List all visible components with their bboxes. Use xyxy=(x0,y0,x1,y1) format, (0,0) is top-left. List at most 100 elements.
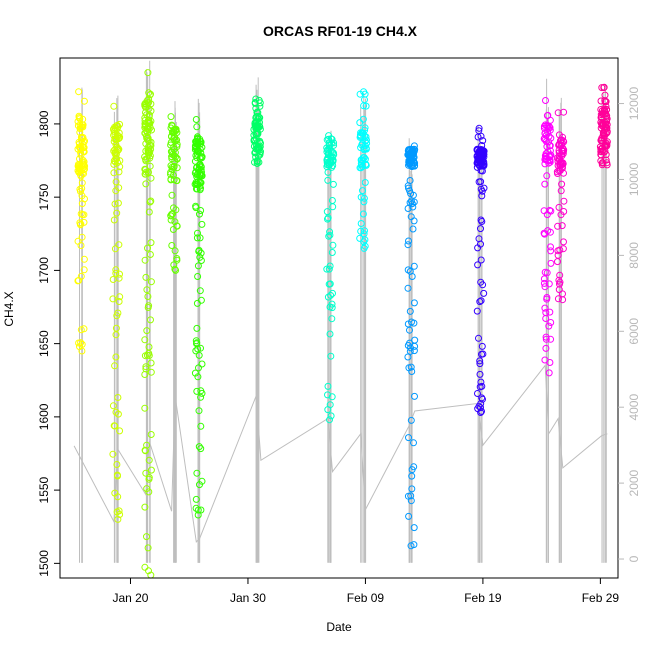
data-point xyxy=(598,110,606,117)
data-point xyxy=(146,141,154,149)
data-point xyxy=(329,156,337,164)
data-point xyxy=(328,304,336,312)
data-point xyxy=(359,210,367,218)
data-point xyxy=(360,154,368,162)
data-point xyxy=(193,171,201,179)
x-tick-label: Jan 30 xyxy=(230,591,266,605)
data-point xyxy=(80,97,88,105)
data-point xyxy=(194,506,202,514)
data-point xyxy=(192,337,200,345)
data-point xyxy=(193,123,201,131)
data-point xyxy=(362,102,370,110)
data-point xyxy=(560,238,567,246)
data-point xyxy=(114,493,122,501)
data-point xyxy=(328,249,336,256)
data-point xyxy=(356,133,364,141)
data-point xyxy=(76,185,84,193)
plot-frame xyxy=(59,57,619,579)
data-point xyxy=(360,238,368,246)
data-point xyxy=(147,278,155,286)
data-point xyxy=(253,108,261,116)
data-point xyxy=(410,145,418,153)
data-point xyxy=(559,290,566,298)
data-point xyxy=(114,394,122,401)
data-point xyxy=(327,412,335,420)
data-point xyxy=(475,124,483,132)
data-point xyxy=(196,186,204,194)
data-point xyxy=(193,299,201,307)
y-tick-label: 1800 xyxy=(37,110,51,137)
data-point xyxy=(80,255,88,263)
data-point xyxy=(478,342,486,350)
x-tick-label: Feb 19 xyxy=(464,591,502,605)
data-point xyxy=(411,392,418,400)
plot-area: 1500 1550 1600 1650 1700 1750 1800 0 2000 4000 600… xyxy=(37,57,641,605)
data-point xyxy=(172,136,180,144)
data-point xyxy=(601,147,609,155)
data-point xyxy=(79,144,87,152)
data-point xyxy=(599,139,607,147)
data-point xyxy=(167,113,175,121)
data-point xyxy=(196,253,204,261)
data-point xyxy=(323,144,331,152)
data-point xyxy=(112,187,120,195)
data-point xyxy=(143,351,151,359)
data-point xyxy=(405,434,412,442)
data-point xyxy=(327,291,335,299)
data-point xyxy=(547,335,555,343)
data-point xyxy=(194,134,202,142)
data-point xyxy=(196,210,203,218)
data-point xyxy=(115,145,123,153)
data-point xyxy=(601,91,609,99)
data-point xyxy=(478,192,486,200)
y-axis-label: CH4.X xyxy=(2,291,16,326)
data-point xyxy=(112,331,120,339)
data-point xyxy=(144,69,152,77)
data-point xyxy=(113,209,121,217)
data-point xyxy=(407,416,415,424)
data-point xyxy=(171,149,179,156)
data-point xyxy=(404,342,412,349)
data-point xyxy=(192,202,200,210)
data-point xyxy=(477,185,485,193)
data-point xyxy=(143,327,151,335)
data-point xyxy=(75,88,83,96)
data-point xyxy=(256,99,264,107)
data-point xyxy=(197,179,205,187)
data-point xyxy=(191,157,199,165)
data-point xyxy=(541,180,549,188)
data-point xyxy=(194,148,202,156)
data-point xyxy=(78,200,86,208)
data-point xyxy=(256,137,264,145)
data-point xyxy=(554,251,562,259)
data-point xyxy=(142,365,150,373)
data-point xyxy=(109,295,117,303)
data-point xyxy=(404,266,412,274)
data-point xyxy=(603,159,611,167)
data-point xyxy=(546,158,554,166)
data-point xyxy=(544,148,552,156)
data-point xyxy=(191,169,199,177)
data-point xyxy=(197,162,205,170)
data-point xyxy=(597,97,605,105)
data-point xyxy=(170,162,178,170)
data-point xyxy=(77,339,85,347)
data-point xyxy=(361,124,369,132)
data-point xyxy=(145,475,153,483)
data-point xyxy=(193,469,201,477)
data-point xyxy=(141,102,149,110)
data-point xyxy=(113,471,121,479)
data-point xyxy=(477,297,485,305)
data-point xyxy=(147,431,155,438)
data-point xyxy=(543,122,551,130)
data-point xyxy=(410,524,418,532)
data-point xyxy=(404,182,412,190)
y-tick-label: 1600 xyxy=(37,403,51,430)
y2-tick-label: 2000 xyxy=(627,469,641,496)
data-point xyxy=(116,511,124,518)
data-point xyxy=(542,138,550,145)
data-point xyxy=(360,102,368,110)
data-point xyxy=(541,268,549,276)
data-point xyxy=(408,200,416,208)
data-point xyxy=(254,125,262,133)
